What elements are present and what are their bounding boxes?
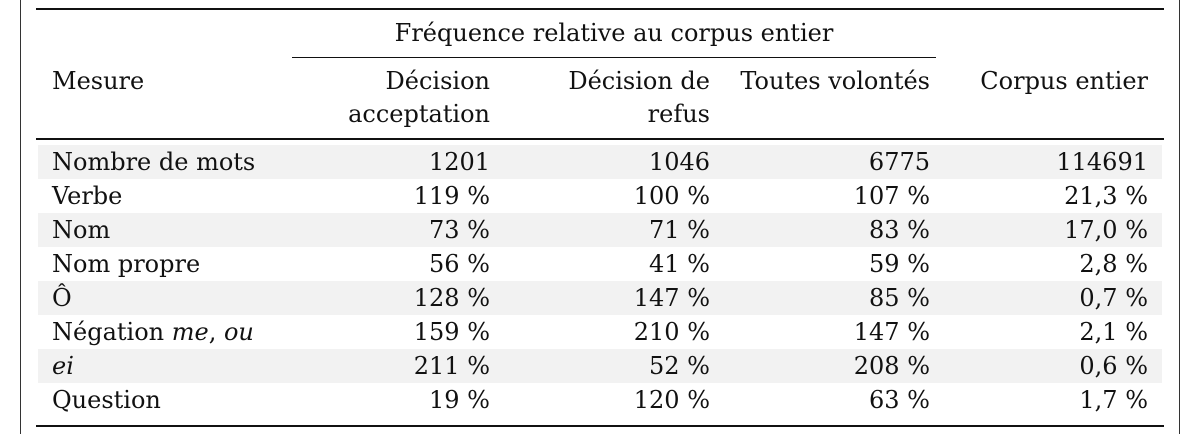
- cell-corpus: 0,7 %: [1079, 284, 1148, 312]
- header-measure: Mesure: [52, 67, 145, 95]
- row-measure: Nombre de mots: [52, 148, 256, 176]
- cell-corpus: 0,6 %: [1079, 352, 1148, 380]
- measure-emphasis: me: [171, 318, 209, 346]
- row-measure: Négation me, ou: [52, 315, 254, 349]
- cell-toutes: 63 %: [869, 386, 930, 414]
- cell-accept: 73 %: [429, 216, 490, 244]
- group-header: Fréquence relative au corpus entier: [394, 19, 834, 47]
- row-measure: Ô: [52, 284, 72, 312]
- measure-separator: ,: [208, 318, 224, 346]
- cell-corpus: 2,1 %: [1079, 318, 1148, 346]
- cell-accept: 159 %: [413, 318, 490, 346]
- cell-accept: 1201: [428, 148, 490, 176]
- bottom-rule: [36, 425, 1164, 427]
- cell-refus: 210 %: [633, 318, 710, 346]
- cell-accept: 119 %: [413, 182, 490, 210]
- row-measure: Nom propre: [52, 250, 201, 278]
- cell-refus: 41 %: [649, 250, 710, 278]
- cell-refus: 120 %: [633, 386, 710, 414]
- measure-emphasis: ou: [223, 318, 254, 346]
- header-corpus: Corpus entier: [980, 67, 1148, 95]
- table-row: [38, 349, 1162, 383]
- cell-toutes: 6775: [868, 148, 930, 176]
- cell-toutes: 59 %: [869, 250, 930, 278]
- row-measure: Nom: [52, 216, 111, 244]
- row-measure: Verbe: [52, 182, 123, 210]
- cell-toutes: 208 %: [853, 352, 930, 380]
- cell-corpus: 2,8 %: [1079, 250, 1148, 278]
- header-accept-line2: acceptation: [348, 100, 490, 128]
- cell-accept: 19 %: [429, 386, 490, 414]
- measure-text: Négation: [52, 318, 172, 346]
- table-row: [38, 213, 1162, 247]
- cell-accept: 56 %: [429, 250, 490, 278]
- cell-accept: 128 %: [413, 284, 490, 312]
- cell-corpus: 21,3 %: [1064, 182, 1148, 210]
- header-refus-line2: refus: [647, 100, 710, 128]
- header-refus-line1: Décision de: [568, 67, 710, 95]
- table-row: [38, 145, 1162, 179]
- cell-accept: 211 %: [413, 352, 490, 380]
- cell-corpus: 17,0 %: [1064, 216, 1148, 244]
- header-accept-line1: Décision: [385, 67, 490, 95]
- cell-refus: 147 %: [633, 284, 710, 312]
- cell-toutes: 147 %: [853, 318, 930, 346]
- table-frame: [20, 0, 1180, 434]
- header-toutes: Toutes volontés: [740, 67, 930, 95]
- cell-refus: 71 %: [649, 216, 710, 244]
- row-measure: ei: [52, 352, 74, 380]
- row-measure: Question: [52, 386, 161, 414]
- cell-refus: 1046: [648, 148, 710, 176]
- cell-toutes: 85 %: [869, 284, 930, 312]
- group-rule: [292, 57, 936, 58]
- header-rule: [36, 138, 1164, 140]
- cell-toutes: 83 %: [869, 216, 930, 244]
- cell-refus: 52 %: [649, 352, 710, 380]
- top-rule: [36, 8, 1164, 10]
- cell-corpus: 114691: [1056, 148, 1148, 176]
- cell-toutes: 107 %: [853, 182, 930, 210]
- table-row: [38, 281, 1162, 315]
- cell-corpus: 1,7 %: [1079, 386, 1148, 414]
- cell-refus: 100 %: [633, 182, 710, 210]
